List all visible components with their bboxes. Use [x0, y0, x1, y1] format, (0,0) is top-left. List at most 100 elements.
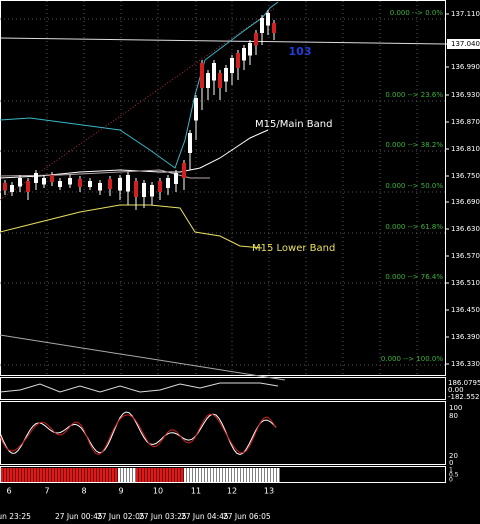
- upper-band: [0, 1, 279, 169]
- histo-label: 1: [449, 467, 453, 474]
- histo-bar: [103, 468, 106, 482]
- histo-bar: [115, 468, 118, 482]
- candle-body: [260, 18, 264, 33]
- histo-bar: [22, 468, 25, 482]
- time-label: 27 Jun 00:45: [55, 512, 103, 521]
- candle-body: [254, 33, 258, 46]
- histo-bar: [154, 468, 157, 482]
- histo-label: 0.5: [449, 472, 459, 479]
- histo-bar: [1, 468, 4, 482]
- candle-body: [230, 58, 234, 73]
- histo-bar: [139, 468, 142, 482]
- candle-body: [166, 178, 170, 188]
- histo-bar: [16, 468, 19, 482]
- candle-body: [206, 73, 210, 88]
- histo-bar: [61, 468, 64, 482]
- histo-bar: [202, 468, 205, 482]
- histo-bar: [211, 468, 214, 482]
- main-band: [0, 129, 269, 179]
- candle-body: [188, 133, 192, 153]
- stoch-label: 0: [449, 459, 453, 467]
- time-label: 27 Jun 06:05: [223, 512, 271, 521]
- histo-bar: [217, 468, 220, 482]
- main-band-label: M15/Main Band: [255, 119, 332, 130]
- candle-body: [200, 63, 204, 88]
- histo-bar: [166, 468, 169, 482]
- histo-bar: [91, 468, 94, 482]
- histo-bar: [73, 468, 76, 482]
- histo-bar: [64, 468, 67, 482]
- fib-label: 0.000 --> 100.0%: [381, 355, 443, 363]
- histo-bar: [112, 468, 115, 482]
- histo-bar: [157, 468, 160, 482]
- histo-bar: [247, 468, 250, 482]
- candle-body: [150, 185, 154, 197]
- price-label: 136.570: [451, 252, 480, 260]
- candle-body: [78, 179, 82, 187]
- candle-body: [224, 68, 228, 82]
- histo-bar: [10, 468, 13, 482]
- histo-bar: [31, 468, 34, 482]
- time-label: Jun 23:25: [0, 512, 31, 521]
- trend-line: [0, 334, 286, 381]
- histo-bar: [7, 468, 10, 482]
- price-label: 136.750: [451, 172, 480, 180]
- histo-bar: [118, 468, 121, 482]
- histo-bar: [223, 468, 226, 482]
- time-label: 27 Jun 02:05: [97, 512, 145, 521]
- candle-body: [88, 181, 92, 187]
- histo-bar: [232, 468, 235, 482]
- cci-label: -182.5528: [448, 393, 480, 401]
- price-label: 137.040: [451, 40, 480, 48]
- histo-panel: [0, 466, 446, 483]
- histo-bar: [226, 468, 229, 482]
- histo-bar: [97, 468, 100, 482]
- histo-bar: [181, 468, 184, 482]
- price-label: 136.510: [451, 279, 480, 287]
- histo-bar: [277, 468, 280, 482]
- price-label: 136.630: [451, 225, 480, 233]
- bar-number: 10: [153, 487, 163, 496]
- price-label: 137.110: [451, 10, 480, 18]
- histo-bar: [196, 468, 199, 482]
- candle-body: [134, 181, 138, 197]
- histo-bar: [34, 468, 37, 482]
- histo-bar: [46, 468, 49, 482]
- histo-bar: [40, 468, 43, 482]
- histo-bar: [58, 468, 61, 482]
- histo-bar: [19, 468, 22, 482]
- histo-bar: [268, 468, 271, 482]
- histo-bar: [121, 468, 124, 482]
- histo-bar: [184, 468, 187, 482]
- histo-bar: [256, 468, 259, 482]
- candle-body: [58, 181, 62, 187]
- histo-bar: [238, 468, 241, 482]
- price-label: 136.810: [451, 145, 480, 153]
- stoch-label: 20: [449, 452, 458, 460]
- price-label: 136.690: [451, 198, 480, 206]
- histo-bar: [85, 468, 88, 482]
- fib-label: 0.000 --> 50.0%: [385, 182, 443, 190]
- histo-bar: [199, 468, 202, 482]
- histo-bar: [67, 468, 70, 482]
- histo-bar: [106, 468, 109, 482]
- cci-label: 0.00: [448, 386, 464, 394]
- histo-bar: [169, 468, 172, 482]
- histo-bar: [100, 468, 103, 482]
- histo-bar: [262, 468, 265, 482]
- cci-label: 186.0795: [448, 379, 480, 387]
- time-label: 27 Jun 04:45: [181, 512, 229, 521]
- histo-bar: [79, 468, 82, 482]
- main-panel: [0, 0, 446, 376]
- candle-body: [194, 98, 198, 121]
- histo-bar: [88, 468, 91, 482]
- candle-body: [248, 43, 252, 56]
- bar-number: 11: [191, 487, 201, 496]
- histo-bar: [76, 468, 79, 482]
- candle-body: [236, 53, 240, 68]
- candle-body: [174, 173, 178, 184]
- histo-bar: [259, 468, 262, 482]
- histo-bar: [160, 468, 163, 482]
- stoch-label: 100: [449, 404, 462, 412]
- histo-bar: [13, 468, 16, 482]
